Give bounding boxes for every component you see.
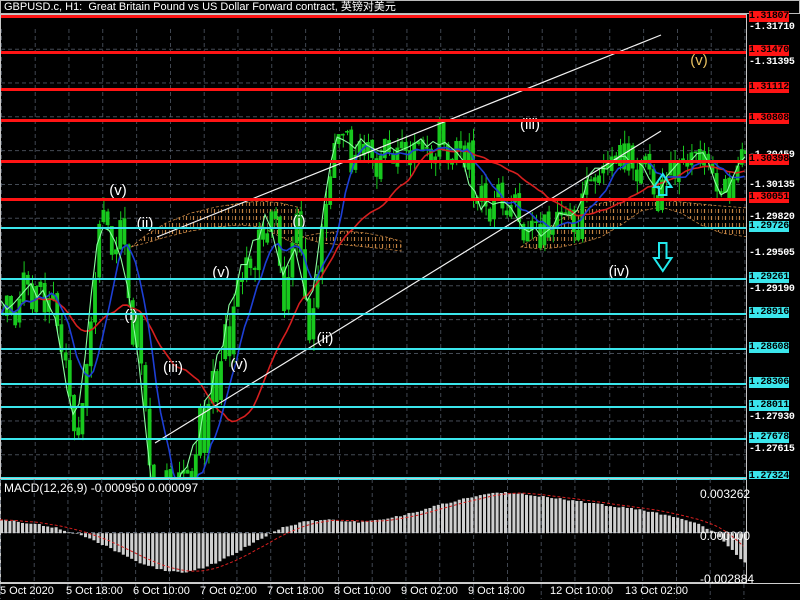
svg-text:(ii): (ii) bbox=[137, 215, 154, 232]
svg-text:(v): (v) bbox=[690, 52, 708, 69]
svg-text:(ii): (ii) bbox=[317, 330, 334, 347]
svg-text:(i): (i) bbox=[124, 307, 137, 324]
svg-text:(v): (v) bbox=[109, 182, 127, 199]
svg-text:(v): (v) bbox=[230, 356, 248, 373]
svg-text:(iii): (iii) bbox=[163, 359, 183, 376]
